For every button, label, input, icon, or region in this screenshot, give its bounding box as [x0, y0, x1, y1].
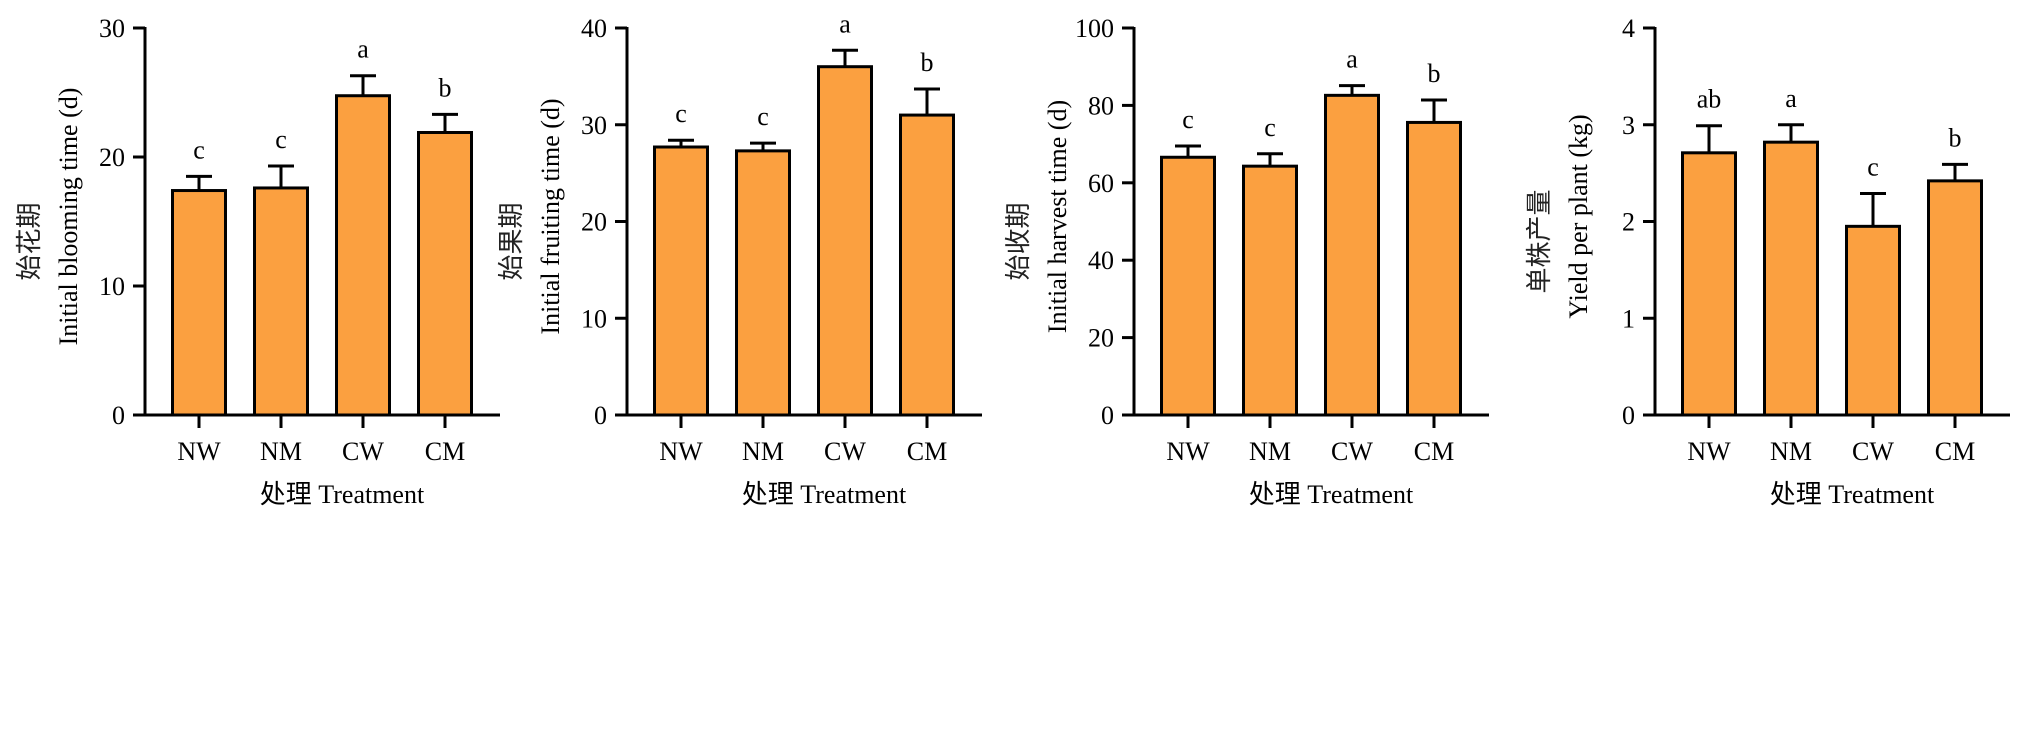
x-tick-label: CW: [1331, 437, 1373, 466]
chart-panel-4: ab NW a NM c CW b CM 0 1 2 3 4 单株产量 Yield per plant (k…: [1525, 14, 2010, 509]
y-axis-label: Initial fruiting time (d): [536, 98, 565, 334]
bar-cw: [817, 65, 873, 417]
y-tick-label: 20: [581, 208, 607, 237]
significance-letter: ab: [1697, 85, 1722, 114]
y-tick-label: 80: [1088, 91, 1114, 120]
significance-letter: b: [1949, 123, 1962, 152]
significance-letter: c: [193, 135, 205, 164]
x-tick-label: NW: [1687, 437, 1731, 466]
bar-nm: [253, 186, 309, 417]
bar-cm: [417, 130, 473, 417]
x-axis-title: 处理 Treatment: [1770, 480, 1935, 509]
y-tick-label: 10: [581, 304, 607, 333]
significance-letter: a: [839, 9, 851, 38]
y-tick-label: 0: [1101, 401, 1114, 430]
y-tick-label: 3: [1622, 111, 1635, 140]
significance-letter: a: [357, 35, 369, 64]
x-tick-label: CM: [1414, 437, 1454, 466]
bar-nw: [1160, 155, 1216, 417]
x-tick-label: CW: [824, 437, 866, 466]
x-tick-label: NW: [1166, 437, 1210, 466]
y-tick-label: 60: [1088, 169, 1114, 198]
significance-letter: a: [1785, 84, 1797, 113]
bar-cm: [899, 113, 955, 417]
chart-panel-2: c NW c NM a CW b CM 0 10 20 30 40 始果期 Initial fruiting…: [497, 9, 982, 509]
chart-panel-3: c NW c NM a CW b CM 0 20 40 60 80 100 始收期 Initial harve…: [1004, 14, 1489, 509]
y-axis-label-cn: 始果期: [497, 202, 526, 280]
y-tick-label: 10: [99, 272, 125, 301]
y-tick-label: 1: [1622, 304, 1635, 333]
y-tick-label: 40: [1088, 246, 1114, 275]
y-tick-label: 40: [581, 14, 607, 43]
y-axis-label-cn: 单株产量: [1525, 189, 1554, 293]
y-axis-label: Yield per plant (kg): [1564, 114, 1593, 318]
bar-nm: [1763, 140, 1819, 417]
y-tick-label: 4: [1622, 14, 1635, 43]
x-tick-label: NM: [1770, 437, 1812, 466]
significance-letter: c: [1264, 113, 1276, 142]
significance-letter: c: [1182, 105, 1194, 134]
significance-letter: a: [1346, 45, 1358, 74]
y-tick-label: 30: [581, 111, 607, 140]
significance-letter: c: [1867, 152, 1879, 181]
x-tick-label: CW: [342, 437, 384, 466]
bar-nw: [653, 145, 709, 417]
bar-cw: [1845, 224, 1901, 417]
y-tick-label: 100: [1075, 14, 1114, 43]
significance-letter: b: [921, 48, 934, 77]
x-tick-label: CW: [1852, 437, 1894, 466]
y-axis-label-cn: 始收期: [1004, 202, 1033, 280]
bar-nm: [1242, 164, 1298, 417]
significance-letter: b: [439, 73, 452, 102]
y-tick-label: 30: [99, 14, 125, 43]
bar-nm: [735, 149, 791, 417]
x-tick-label: CM: [907, 437, 947, 466]
significance-letter: c: [675, 99, 687, 128]
bar-cm: [1927, 179, 1983, 417]
y-tick-label: 20: [1088, 324, 1114, 353]
y-tick-label: 20: [99, 143, 125, 172]
y-axis-label-cn: 始花期: [15, 202, 44, 280]
bar-nw: [1681, 151, 1737, 417]
bar-cw: [335, 94, 391, 417]
y-tick-label: 0: [594, 401, 607, 430]
x-tick-label: CM: [425, 437, 465, 466]
chart-panel-1: c NW c NM a CW b CM 0 10 20 30 始花期 Initial blooming t…: [15, 14, 500, 509]
y-tick-label: 2: [1622, 208, 1635, 237]
x-tick-label: NW: [177, 437, 221, 466]
x-tick-label: NW: [659, 437, 703, 466]
y-tick-label: 0: [1622, 401, 1635, 430]
bar-nw: [171, 189, 227, 417]
y-axis-label: Initial blooming time (d): [54, 88, 83, 346]
x-axis-title: 处理 Treatment: [260, 480, 425, 509]
x-axis-title: 处理 Treatment: [742, 480, 907, 509]
x-tick-label: NM: [1249, 437, 1291, 466]
x-axis-title: 处理 Treatment: [1249, 480, 1414, 509]
x-tick-label: CM: [1935, 437, 1975, 466]
x-tick-label: NM: [260, 437, 302, 466]
bar-cm: [1406, 120, 1462, 417]
significance-letter: c: [275, 125, 287, 154]
significance-letter: c: [757, 102, 769, 131]
x-tick-label: NM: [742, 437, 784, 466]
significance-letter: b: [1428, 59, 1441, 88]
y-axis-label: Initial harvest time (d): [1043, 100, 1072, 333]
bar-cw: [1324, 93, 1380, 417]
y-tick-label: 0: [112, 401, 125, 430]
